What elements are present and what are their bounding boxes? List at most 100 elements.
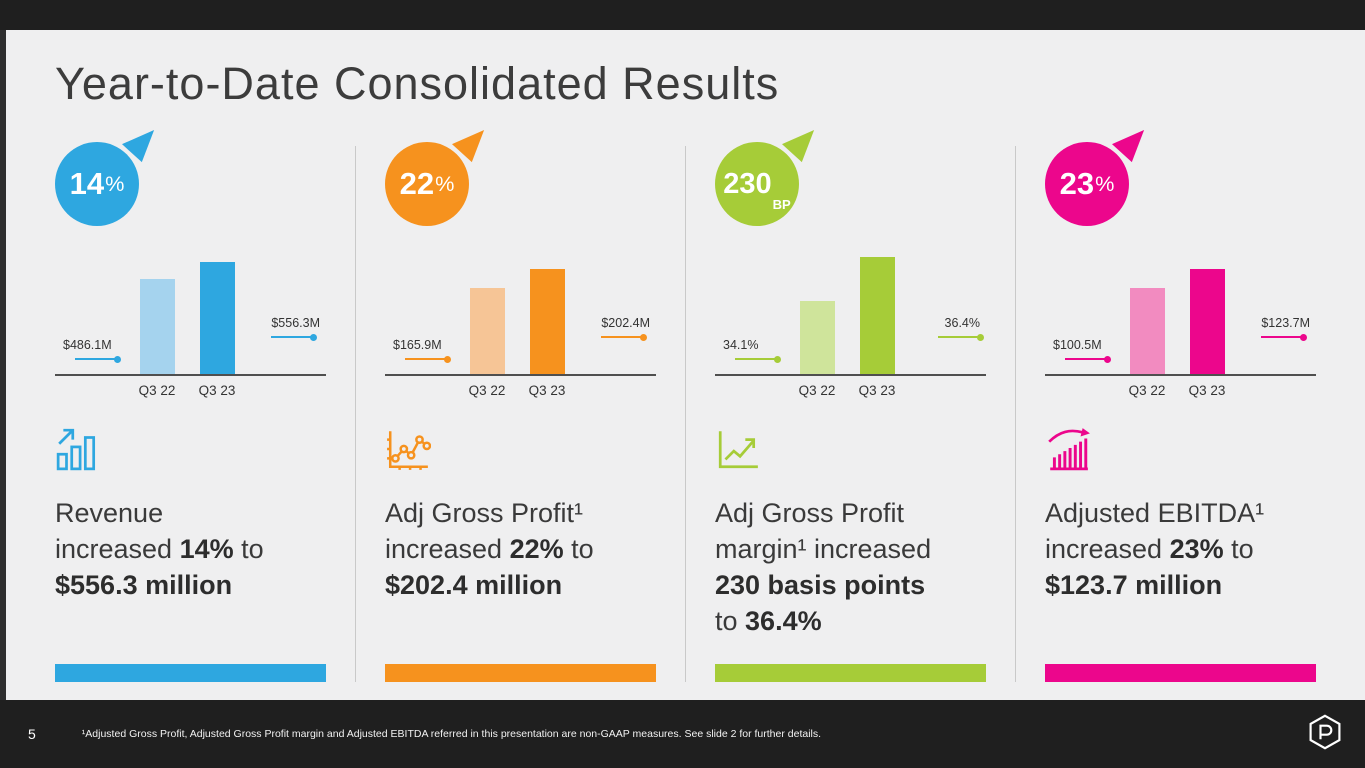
badge-flag-icon xyxy=(452,130,485,163)
column-divider xyxy=(685,146,686,682)
kpi-badge-row: 22% xyxy=(385,130,656,234)
category-labels: Q3 22 Q3 23 xyxy=(715,376,986,400)
bar-q3-22 xyxy=(800,301,835,374)
badge-value: 22 xyxy=(399,166,435,201)
description-line: increased 14% to xyxy=(55,533,264,564)
bar-chart: $100.5M $123.7M xyxy=(1045,256,1316,376)
current-value-annotation: 36.4% xyxy=(938,316,984,341)
annotation-pointer xyxy=(271,333,318,341)
description-line: $556.3 million xyxy=(55,569,233,600)
description-line: increased 23% to xyxy=(1045,533,1254,564)
description-line: margin¹ increased xyxy=(715,533,932,564)
trend-up-arrow-icon xyxy=(715,426,986,476)
category-label: Q3 23 xyxy=(1188,383,1226,398)
line-chart-dots-icon xyxy=(385,426,656,476)
badge-unit: % xyxy=(105,171,125,196)
description-line: 230 basis points xyxy=(715,569,926,600)
accent-bar xyxy=(385,664,656,682)
annotation-pointer xyxy=(735,355,781,363)
annotation-pointer xyxy=(938,333,984,341)
bar-q3-23 xyxy=(200,262,235,374)
description-line: Adjusted EBITDA¹ xyxy=(1045,498,1265,528)
bar-q3-22 xyxy=(1130,288,1165,374)
kpi-column-adj-gross-profit-margin: 230 BP 34.1% 36.4% Q3 22 Q3 23 xyxy=(715,130,986,682)
page-title: Year-to-Date Consolidated Results xyxy=(55,58,780,109)
kpi-column-revenue: 14% $486.1M $556.3M Q3 22 Q3 23 xyxy=(55,130,326,682)
prior-value-annotation: $100.5M xyxy=(1053,338,1111,363)
category-labels: Q3 22 Q3 23 xyxy=(55,376,326,400)
bar-chart-up-icon xyxy=(55,426,326,476)
kpi-badge: 14% xyxy=(55,130,155,226)
current-value-label: $556.3M xyxy=(271,316,320,330)
company-logo-icon xyxy=(1307,714,1343,755)
current-value-annotation: $556.3M xyxy=(271,316,320,341)
prior-value-label: $165.9M xyxy=(393,338,442,352)
kpi-badge: 230 BP xyxy=(715,130,815,226)
category-label: Q3 22 xyxy=(468,383,506,398)
annotation-pointer xyxy=(75,355,121,363)
page-number: 5 xyxy=(28,726,36,742)
category-label: Q3 22 xyxy=(1128,383,1166,398)
kpi-badge-row: 23% xyxy=(1045,130,1316,234)
bar-q3-22 xyxy=(470,288,505,374)
description-line: to 36.4% xyxy=(715,605,822,636)
kpi-column-adjusted-ebitda: 23% $100.5M $123.7M Q3 22 Q3 23 xyxy=(1045,130,1316,682)
current-value-label: $202.4M xyxy=(601,316,650,330)
slide-content: Year-to-Date Consolidated Results 14% $4… xyxy=(6,30,1365,700)
badge-unit: % xyxy=(1095,171,1115,196)
bar-chart: 34.1% 36.4% xyxy=(715,256,986,376)
footer-bar: 5 ¹Adjusted Gross Profit, Adjusted Gross… xyxy=(0,700,1365,768)
kpi-badge-row: 14% xyxy=(55,130,326,234)
description-text: Adj Gross Profit¹ increased 22% to $202.4 … xyxy=(385,496,656,604)
top-bar xyxy=(0,0,1365,30)
description-line: Adj Gross Profit¹ xyxy=(385,498,584,528)
annotation-pointer xyxy=(1261,333,1308,341)
prior-value-label: $486.1M xyxy=(63,338,112,352)
bar-q3-23 xyxy=(860,257,895,374)
kpi-badge: 23% xyxy=(1045,130,1145,226)
current-value-annotation: $123.7M xyxy=(1261,316,1310,341)
category-label: Q3 23 xyxy=(528,383,566,398)
prior-value-annotation: 34.1% xyxy=(723,338,781,363)
description-text: Adj Gross Profit margin¹ increased 230 bas… xyxy=(715,496,986,640)
kpi-columns: 14% $486.1M $556.3M Q3 22 Q3 23 xyxy=(55,130,1316,682)
badge-value: 23 xyxy=(1059,166,1095,201)
accent-bar xyxy=(55,664,326,682)
accent-bar xyxy=(715,664,986,682)
prior-value-label: 34.1% xyxy=(723,338,759,352)
left-edge-strip xyxy=(0,30,6,700)
badge-flag-icon xyxy=(782,130,815,163)
footnote: ¹Adjusted Gross Profit, Adjusted Gross P… xyxy=(81,728,822,740)
badge-value: 14 xyxy=(69,166,105,201)
badge-flag-icon xyxy=(122,130,155,163)
bar-q3-23 xyxy=(1190,269,1225,374)
kpi-badge-row: 230 BP xyxy=(715,130,986,234)
column-divider xyxy=(1015,146,1016,682)
bar-chart: $165.9M $202.4M xyxy=(385,256,656,376)
description-text: Adjusted EBITDA¹ increased 23% to $123.7 m… xyxy=(1045,496,1316,604)
bar-q3-23 xyxy=(530,269,565,374)
category-label: Q3 23 xyxy=(858,383,896,398)
annotation-pointer xyxy=(405,355,451,363)
description-line: $202.4 million xyxy=(385,569,563,600)
description-line: Revenue xyxy=(55,498,164,528)
column-divider xyxy=(355,146,356,682)
description-line: Adj Gross Profit xyxy=(715,498,905,528)
current-value-annotation: $202.4M xyxy=(601,316,650,341)
current-value-label: 36.4% xyxy=(944,316,980,330)
category-labels: Q3 22 Q3 23 xyxy=(1045,376,1316,400)
category-label: Q3 22 xyxy=(798,383,836,398)
kpi-badge: 22% xyxy=(385,130,485,226)
annotation-pointer xyxy=(1065,355,1111,363)
prior-value-annotation: $165.9M xyxy=(393,338,451,363)
accent-bar xyxy=(1045,664,1316,682)
category-label: Q3 23 xyxy=(198,383,236,398)
badge-flag-icon xyxy=(1112,130,1145,163)
badge-value: 230 xyxy=(723,167,772,200)
description-line: $123.7 million xyxy=(1045,569,1223,600)
bar-chart: $486.1M $556.3M xyxy=(55,256,326,376)
badge-unit: BP xyxy=(772,197,791,212)
current-value-label: $123.7M xyxy=(1261,316,1310,330)
bar-q3-22 xyxy=(140,279,175,374)
annotation-pointer xyxy=(601,333,648,341)
